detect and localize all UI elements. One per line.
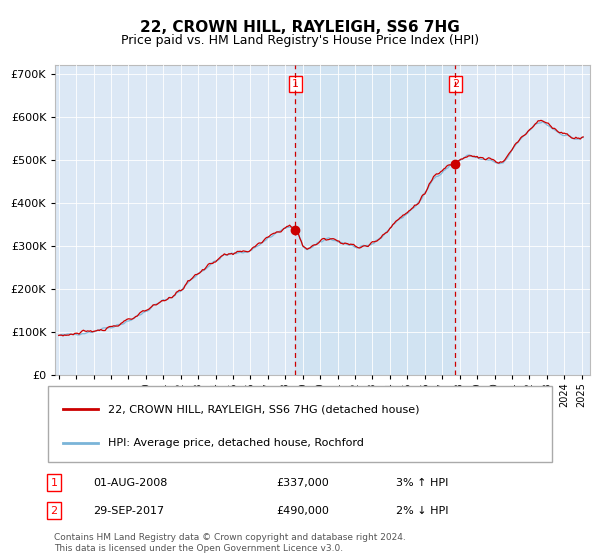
- Text: 2: 2: [452, 79, 459, 89]
- Text: £337,000: £337,000: [276, 478, 329, 488]
- Text: 29-SEP-2017: 29-SEP-2017: [93, 506, 164, 516]
- Text: 2% ↓ HPI: 2% ↓ HPI: [396, 506, 449, 516]
- Text: Contains HM Land Registry data © Crown copyright and database right 2024.
This d: Contains HM Land Registry data © Crown c…: [54, 533, 406, 553]
- Text: Price paid vs. HM Land Registry's House Price Index (HPI): Price paid vs. HM Land Registry's House …: [121, 34, 479, 46]
- FancyBboxPatch shape: [48, 386, 552, 462]
- Text: HPI: Average price, detached house, Rochford: HPI: Average price, detached house, Roch…: [109, 438, 364, 448]
- Text: 22, CROWN HILL, RAYLEIGH, SS6 7HG: 22, CROWN HILL, RAYLEIGH, SS6 7HG: [140, 20, 460, 35]
- Text: 01-AUG-2008: 01-AUG-2008: [93, 478, 167, 488]
- Text: 3% ↑ HPI: 3% ↑ HPI: [396, 478, 448, 488]
- Text: 22, CROWN HILL, RAYLEIGH, SS6 7HG (detached house): 22, CROWN HILL, RAYLEIGH, SS6 7HG (detac…: [109, 404, 420, 414]
- Text: £490,000: £490,000: [276, 506, 329, 516]
- Text: 2: 2: [50, 506, 58, 516]
- Text: 1: 1: [292, 79, 299, 89]
- Bar: [295, 65, 455, 375]
- Text: 1: 1: [50, 478, 58, 488]
